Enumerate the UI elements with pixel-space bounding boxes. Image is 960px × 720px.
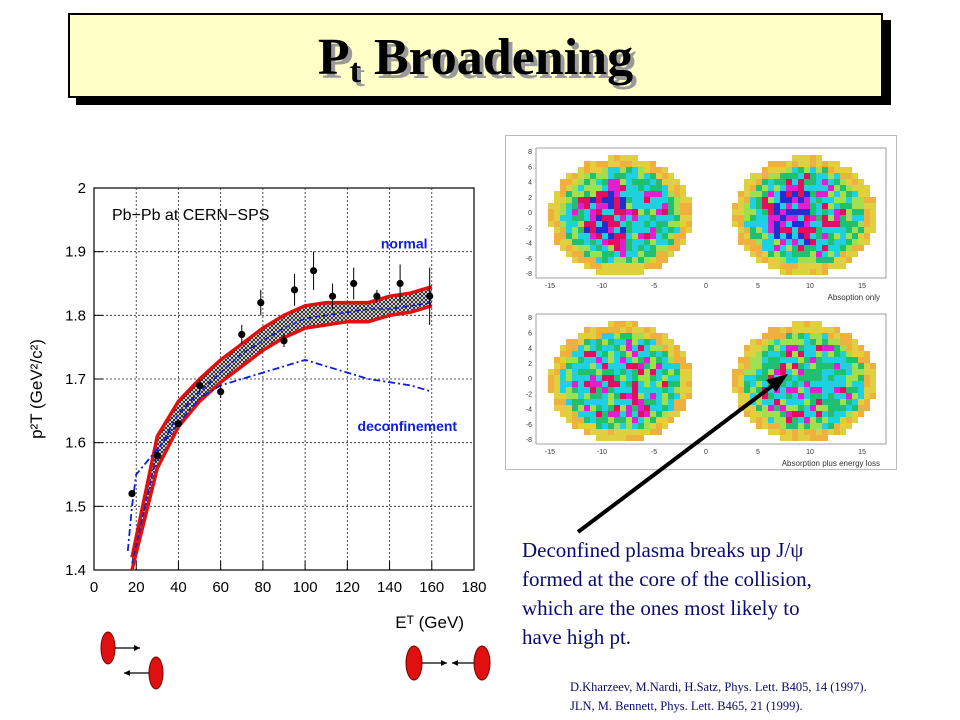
heatmap-y-tick: -2 <box>526 225 532 232</box>
heatmap-x-tick: 0 <box>704 283 708 290</box>
heatmap-x-tick: 0 <box>704 449 708 456</box>
slide-title: Pt Broadening <box>317 29 634 90</box>
heatmap-x-tick: 5 <box>756 283 760 290</box>
reference-2: JLN, M. Bennett, Phys. Lett. B465, 21 (1… <box>570 699 803 713</box>
x-tick-label: 120 <box>335 579 360 596</box>
x-tick-label: 0 <box>90 579 98 596</box>
x-tick-label: 160 <box>419 579 444 596</box>
data-point <box>238 330 246 339</box>
heatmap-y-tick: -4 <box>526 241 532 248</box>
data-point <box>280 337 288 345</box>
y-tick-label: 1.7 <box>65 371 86 388</box>
data-point <box>426 292 434 300</box>
y-tick-label: 2 <box>78 180 86 197</box>
caption-line-4: have high pt. <box>522 625 632 649</box>
heatmap-x-tick: 10 <box>806 283 814 290</box>
x-tick-label: 100 <box>293 579 318 596</box>
data-point <box>174 419 183 428</box>
data-point <box>195 381 204 389</box>
normal-label: normal <box>381 235 428 251</box>
x-tick-label: 140 <box>377 579 402 596</box>
heatmap-y-tick: 0 <box>528 210 532 217</box>
y-tick-label: 1.4 <box>65 562 86 579</box>
heatmap-y-tick: 2 <box>528 195 532 202</box>
heatmap-y-tick: 4 <box>528 180 532 187</box>
caption-line-3: which are the ones most likely to <box>522 596 800 620</box>
heatmap-x-tick: 15 <box>858 449 866 456</box>
data-point <box>373 292 381 300</box>
heatmap-y-tick: 0 <box>528 376 532 383</box>
data-point <box>290 286 299 294</box>
data-point <box>396 279 404 288</box>
heatmap-y-tick: 2 <box>528 361 532 368</box>
deconfinement-curve <box>126 358 433 551</box>
deconfinement-label: deconfinement <box>358 418 458 434</box>
x-tick-label: 20 <box>128 579 145 596</box>
y-tick-label: 1.9 <box>65 244 86 261</box>
heatmap-y-tick: 6 <box>528 330 532 337</box>
heatmap-caption: Absoption only <box>828 293 880 302</box>
nucleus-collision-icon-left <box>100 631 164 690</box>
heatmap-y-tick: -6 <box>526 256 532 263</box>
data-point <box>128 490 136 498</box>
band-upper-edge <box>130 285 433 558</box>
normal-curve <box>131 301 432 564</box>
caption-text: Deconfined plasma breaks up J/ψ formed a… <box>522 536 902 652</box>
x-axis-label: Eᵀ (GeV) <box>395 613 464 632</box>
nucleus-icon <box>405 645 423 681</box>
heatmap-y-tick: -4 <box>526 407 532 414</box>
heatmap-y-tick: 4 <box>528 346 532 353</box>
pt-broadening-chart: 0 20 40 60 80 100 120 140 160 180 1.4 1.5 1.6 1.7 1.8 1… <box>27 180 487 632</box>
heatmap-x-tick: -15 <box>545 283 555 290</box>
heatmap-x-tick: -10 <box>597 449 607 456</box>
x-tick-label: 180 <box>461 579 486 596</box>
heatmap-x-tick: -15 <box>545 449 555 456</box>
nucleus-icon <box>473 645 491 681</box>
y-tick-label: 1.8 <box>65 307 86 324</box>
x-tick-label: 80 <box>255 579 272 596</box>
data-point <box>309 267 318 275</box>
heatmap-x-tick: -10 <box>597 283 607 290</box>
heatmap-y-tick: 6 <box>528 164 532 171</box>
x-tick-label: 60 <box>212 579 229 596</box>
reference-1: D.Kharzeev, M.Nardi, H.Satz, Phys. Lett.… <box>570 680 867 694</box>
heatmap-x-tick: -5 <box>651 449 657 456</box>
heatmap-x-tick: 10 <box>806 449 814 456</box>
data-point <box>257 299 265 307</box>
heatmap-y-tick: -2 <box>526 391 532 398</box>
y-axis-label: p²T (GeV²/c²) <box>27 339 46 439</box>
data-point <box>217 388 225 396</box>
x-tick-label: 40 <box>170 579 187 596</box>
heatmap-x-tick: 5 <box>756 449 760 456</box>
caption-line-1: Deconfined plasma breaks up J/ψ <box>522 538 804 562</box>
heatmap-y-tick: -8 <box>526 271 532 278</box>
heatmap-y-tick: -6 <box>526 422 532 429</box>
data-point <box>328 292 337 300</box>
heatmap-x-tick: -5 <box>651 283 657 290</box>
data-point <box>350 279 358 288</box>
nucleus-collision-icon-right <box>405 645 491 681</box>
y-tick-label: 1.5 <box>65 498 86 515</box>
heatmap-y-tick: 8 <box>528 315 532 322</box>
nucleus-icon <box>148 656 164 690</box>
heatmap-panels: 8 6 4 2 0 -2 -4 -6 -8 -15 -10 -5 0 5 10 15 Absoption onl… <box>505 135 897 470</box>
heatmap-y-tick: 8 <box>528 149 532 156</box>
chart-annotation: Pb−Pb at CERN−SPS <box>112 207 269 224</box>
heatmap-y-tick: -8 <box>526 437 532 444</box>
heatmap-caption: Absorption plus energy loss <box>782 459 880 468</box>
data-point <box>153 451 161 459</box>
title-box: Pt Broadening <box>68 13 883 98</box>
caption-line-2: formed at the core of the collision, <box>522 567 812 591</box>
heatmap-x-tick: 15 <box>858 283 866 290</box>
y-tick-label: 1.6 <box>65 435 86 452</box>
